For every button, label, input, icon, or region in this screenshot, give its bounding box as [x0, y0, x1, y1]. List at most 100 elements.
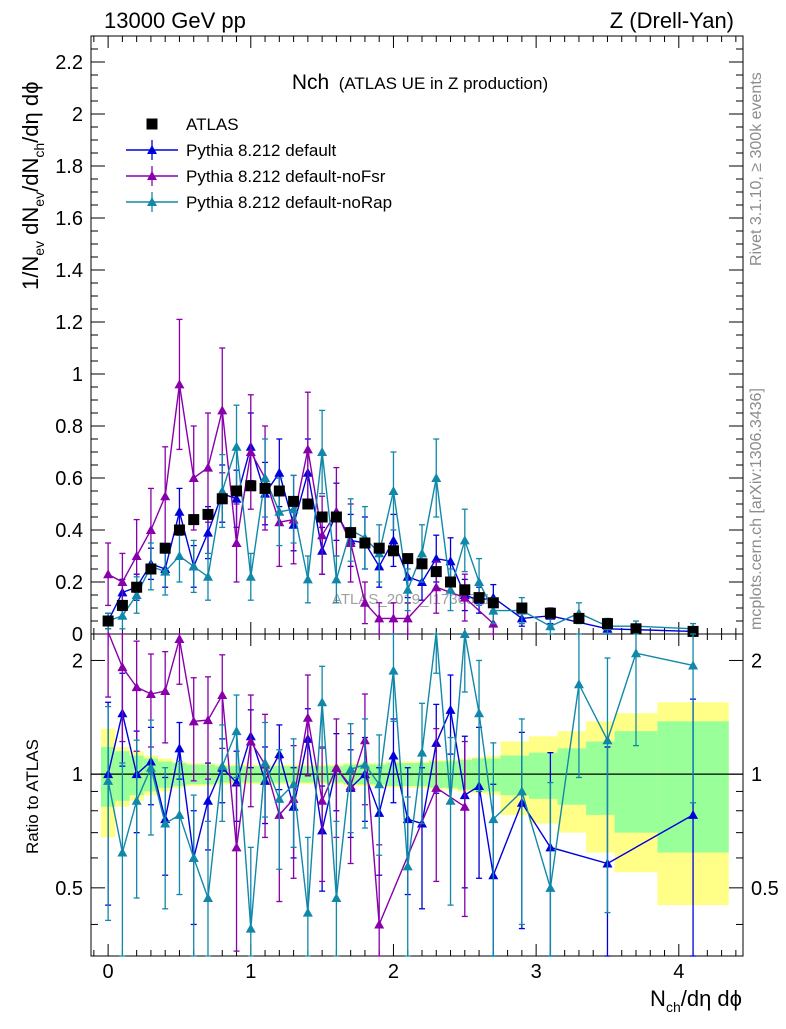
- ratio-point: [245, 736, 256, 746]
- data-point: [131, 551, 142, 560]
- band-stat-uncertainty: [528, 752, 558, 799]
- data-point: [445, 556, 456, 566]
- data-point: [459, 535, 470, 545]
- ratio-point: [117, 847, 128, 857]
- data-point: [231, 493, 242, 503]
- ratio-point: [331, 762, 342, 772]
- ratio-point: [188, 852, 199, 862]
- data-point: [302, 444, 313, 454]
- atlas-data-point: [173, 524, 185, 536]
- ratio-tick-label-right: 0.5: [751, 878, 779, 900]
- ratio-tick-label-left: 1: [72, 764, 83, 786]
- legend-label: ATLAS: [186, 115, 239, 134]
- ratio-point: [174, 809, 185, 819]
- data-point: [431, 582, 442, 592]
- header-right: Z (Drell-Yan): [610, 8, 734, 33]
- data-point: [445, 584, 456, 594]
- data-point: [359, 597, 370, 607]
- plot-title-main: Nch: [292, 71, 329, 94]
- ratio-tick-label-left: 2: [72, 650, 83, 672]
- ratio-point: [573, 679, 584, 689]
- ratio-point: [260, 758, 271, 768]
- data-point: [274, 467, 285, 477]
- x-tick-label: 4: [673, 961, 684, 983]
- main-panel-series: [102, 318, 699, 637]
- legend-item: ATLAS: [146, 115, 239, 134]
- atlas-data-point: [288, 495, 300, 507]
- atlas-data-point: [231, 485, 243, 497]
- y-tick-label: 2: [72, 104, 83, 126]
- atlas-data-point: [601, 618, 613, 630]
- data-point: [145, 525, 156, 534]
- band-stat-uncertainty: [557, 748, 587, 805]
- ratio-point: [431, 782, 442, 792]
- ratio-tick-label-left: 0.5: [55, 878, 83, 900]
- data-point: [545, 621, 556, 631]
- ratio-point: [602, 735, 613, 745]
- ratio-point: [231, 842, 242, 852]
- legend-marker-triangle: [147, 145, 157, 154]
- ratio-tick-label-right: 1: [751, 764, 762, 786]
- header-left: 13000 GeV pp: [104, 8, 246, 33]
- y-axis-title-ratio: Ratio to ATLAS: [23, 739, 42, 854]
- atlas-data-point: [273, 485, 285, 497]
- ratio-point: [245, 923, 256, 933]
- data-point: [260, 473, 271, 482]
- y-tick-label: 2.2: [55, 52, 83, 74]
- y-tick-label: 0.8: [55, 416, 83, 438]
- data-point: [388, 486, 399, 495]
- ratio-point: [488, 814, 499, 824]
- ratio-point: [545, 882, 556, 892]
- ratio-point: [231, 726, 242, 736]
- ratio-point: [188, 716, 199, 726]
- data-point: [431, 553, 442, 563]
- ratio-point: [459, 801, 470, 811]
- ratio-point: [202, 892, 213, 902]
- ratio-point: [302, 712, 313, 722]
- ratio-series-line: [107, 631, 694, 929]
- y-tick-label: 1.6: [55, 208, 83, 230]
- atlas-data-point: [687, 625, 699, 637]
- data-point: [388, 535, 399, 545]
- atlas-data-point: [359, 537, 371, 549]
- ratio-point: [317, 795, 328, 805]
- ratio-tick-label-right: 2: [751, 650, 762, 672]
- atlas-data-point: [316, 511, 328, 523]
- data-point: [402, 613, 413, 623]
- analysis-watermark: ATLAS_2019_I1736531: [332, 591, 491, 608]
- data-point: [217, 486, 228, 495]
- x-tick-label: 3: [531, 961, 542, 983]
- data-point: [160, 491, 171, 501]
- ratio-point: [630, 648, 641, 658]
- legend-marker-triangle: [147, 197, 157, 206]
- series-line: [107, 446, 694, 630]
- ratio-point: [474, 708, 485, 718]
- atlas-data-point: [245, 480, 257, 492]
- ratio-point: [302, 907, 313, 917]
- ratio-point: [160, 818, 171, 828]
- y-tick-label: 0.4: [55, 520, 83, 542]
- ratio-point: [217, 690, 228, 700]
- y-tick-label: 1.2: [55, 312, 83, 334]
- data-point: [202, 462, 213, 472]
- x-tick-label: 0: [103, 961, 114, 983]
- ratio-series-pythia-8-212-default-norap: [103, 629, 699, 957]
- ratio-point: [274, 793, 285, 803]
- data-point: [231, 441, 242, 451]
- data-point: [388, 613, 399, 623]
- axis-ticks: 0 1 2 3 4 0 0.2 0.4 0.6 0.8 1 1.2 1.4 1.6 1.8 2 2.2 0.5 0.…: [55, 35, 779, 983]
- ratio-point: [516, 786, 527, 796]
- legend-label: Pythia 8.212 default-noRap: [186, 193, 392, 212]
- atlas-data-point: [487, 597, 499, 609]
- data-point: [302, 574, 313, 584]
- legend-item: Pythia 8.212 default: [126, 140, 337, 160]
- mcplots-citation-text: mcplots.cern.ch [arXiv:1306.3436]: [748, 388, 765, 630]
- data-point: [202, 571, 213, 581]
- ratio-point: [160, 686, 171, 696]
- ratio-point: [117, 662, 128, 672]
- ratio-point: [416, 747, 427, 757]
- ratio-point: [331, 892, 342, 902]
- ratio-point: [359, 759, 370, 769]
- atlas-data-point: [302, 498, 314, 510]
